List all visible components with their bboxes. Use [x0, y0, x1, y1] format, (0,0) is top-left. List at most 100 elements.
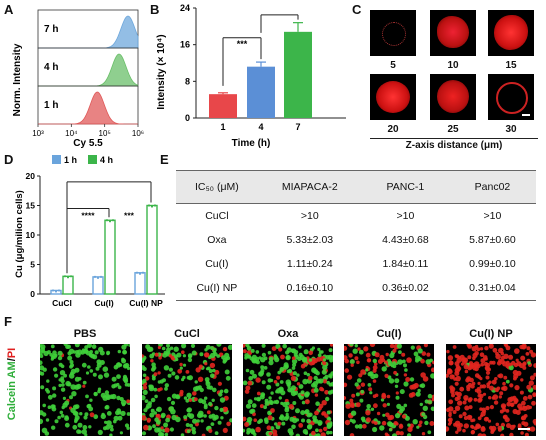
cell-dot	[168, 354, 173, 358]
cell-dot	[97, 389, 101, 394]
cell-dot	[284, 407, 290, 413]
cell-dot	[503, 344, 508, 347]
cell-dot	[430, 373, 434, 379]
panel-label-c: C	[352, 2, 362, 17]
cell-dot	[47, 394, 53, 400]
histogram-label: 1 h	[44, 100, 58, 111]
cell-dot	[124, 362, 130, 369]
cell-dot	[117, 385, 122, 390]
cell-dot	[61, 405, 65, 410]
table-cell: Oxa	[207, 234, 227, 246]
cell-dot	[40, 360, 43, 365]
cell-dot	[106, 420, 112, 426]
cell-dot	[58, 383, 62, 388]
panel-label-d: D	[4, 152, 14, 167]
cell-dot	[67, 351, 72, 356]
cell-dot	[169, 346, 174, 350]
cell-dot	[287, 381, 292, 386]
cell-dot	[168, 367, 173, 372]
cell-dot	[60, 414, 65, 418]
cell-dot	[477, 416, 482, 421]
cell-dot	[308, 375, 313, 381]
cell-dot	[505, 379, 510, 384]
cell-dot	[365, 368, 369, 372]
cell-dot	[477, 381, 481, 385]
zstack-image-2	[430, 10, 476, 56]
cell-dot	[142, 385, 148, 390]
cell-dot	[359, 398, 364, 403]
cell-dot	[384, 373, 389, 378]
cell-dot	[479, 393, 484, 399]
cell-dot	[186, 392, 192, 398]
cell-dot	[93, 391, 98, 397]
panel-a-histogram: Norm. Intensity 7 h 4 h 1 h 10³ 10⁴ 10⁵ 10⁶ C…	[12, 9, 144, 149]
cell-dot	[373, 421, 378, 425]
cell-dot	[513, 376, 517, 381]
cell-dot	[255, 350, 260, 354]
cell-dot	[255, 377, 261, 383]
cell-dot	[186, 375, 191, 380]
cell-dot	[225, 375, 231, 381]
cell-dot	[190, 344, 196, 348]
cell-dot	[70, 368, 77, 375]
cell-dot	[269, 401, 274, 405]
x-tick-label: Cu(I) NP	[129, 298, 163, 308]
cell-dot	[203, 352, 210, 358]
cell-dot	[361, 419, 366, 423]
cell-dot	[126, 412, 130, 416]
cell-dot	[354, 356, 359, 361]
cell-dot	[356, 378, 362, 383]
cell-dot	[289, 431, 294, 436]
cell-dot	[398, 408, 404, 414]
cell-dot	[522, 405, 528, 412]
panel-d-ylabel: Cu (μg/milion cells)	[14, 190, 25, 278]
cell-dot	[406, 433, 412, 436]
cell-dot	[278, 396, 282, 400]
cell-dot	[329, 344, 333, 347]
cell-dot	[204, 377, 210, 382]
cell-dot	[395, 391, 399, 395]
table-row: Oxa 5.33±2.03 4.43±0.68 5.87±0.60	[176, 228, 536, 252]
cell-dot	[306, 418, 311, 424]
cell-dot	[106, 411, 112, 416]
cell-dot	[302, 356, 308, 362]
cell-dot	[313, 375, 318, 381]
cell-dot	[478, 397, 483, 402]
cell-dot	[142, 389, 148, 395]
cell-dot	[104, 420, 108, 424]
cell-dot	[189, 423, 193, 428]
cell-dot	[487, 419, 492, 423]
cell-dot	[303, 349, 309, 355]
cell-dot	[466, 414, 472, 420]
cell-dot	[392, 348, 397, 353]
panel-b-xlabel: Time (h)	[232, 138, 271, 149]
cell-dot	[191, 350, 197, 356]
cell-dot	[384, 360, 388, 364]
cell-dot	[315, 371, 320, 376]
cell-dot	[209, 352, 216, 359]
cell-dot	[126, 399, 130, 404]
zstack-image-4	[370, 74, 416, 120]
table-cell: 5.87±0.60	[469, 234, 516, 246]
cell-dot	[529, 375, 535, 381]
cell-dot	[509, 432, 514, 436]
cell-dot	[181, 344, 187, 349]
cell-dot	[372, 365, 378, 370]
cell-dot	[360, 382, 366, 387]
cell-dot	[330, 381, 333, 387]
cell-dot	[420, 372, 426, 378]
cell-dot	[394, 378, 400, 384]
cell-dot	[188, 354, 192, 359]
cell-dot	[360, 389, 365, 394]
cell-dot	[293, 350, 299, 355]
cell-dot	[170, 400, 176, 405]
cell-dot	[50, 404, 56, 410]
stain-image-cui-np	[446, 344, 536, 436]
cell-dot	[50, 344, 55, 349]
cell-dot	[266, 372, 271, 377]
cell-dot	[171, 414, 177, 421]
cell-dot	[468, 382, 472, 387]
cell-dot	[151, 362, 156, 367]
cell-dot	[358, 373, 363, 378]
cell-dot	[489, 385, 494, 391]
